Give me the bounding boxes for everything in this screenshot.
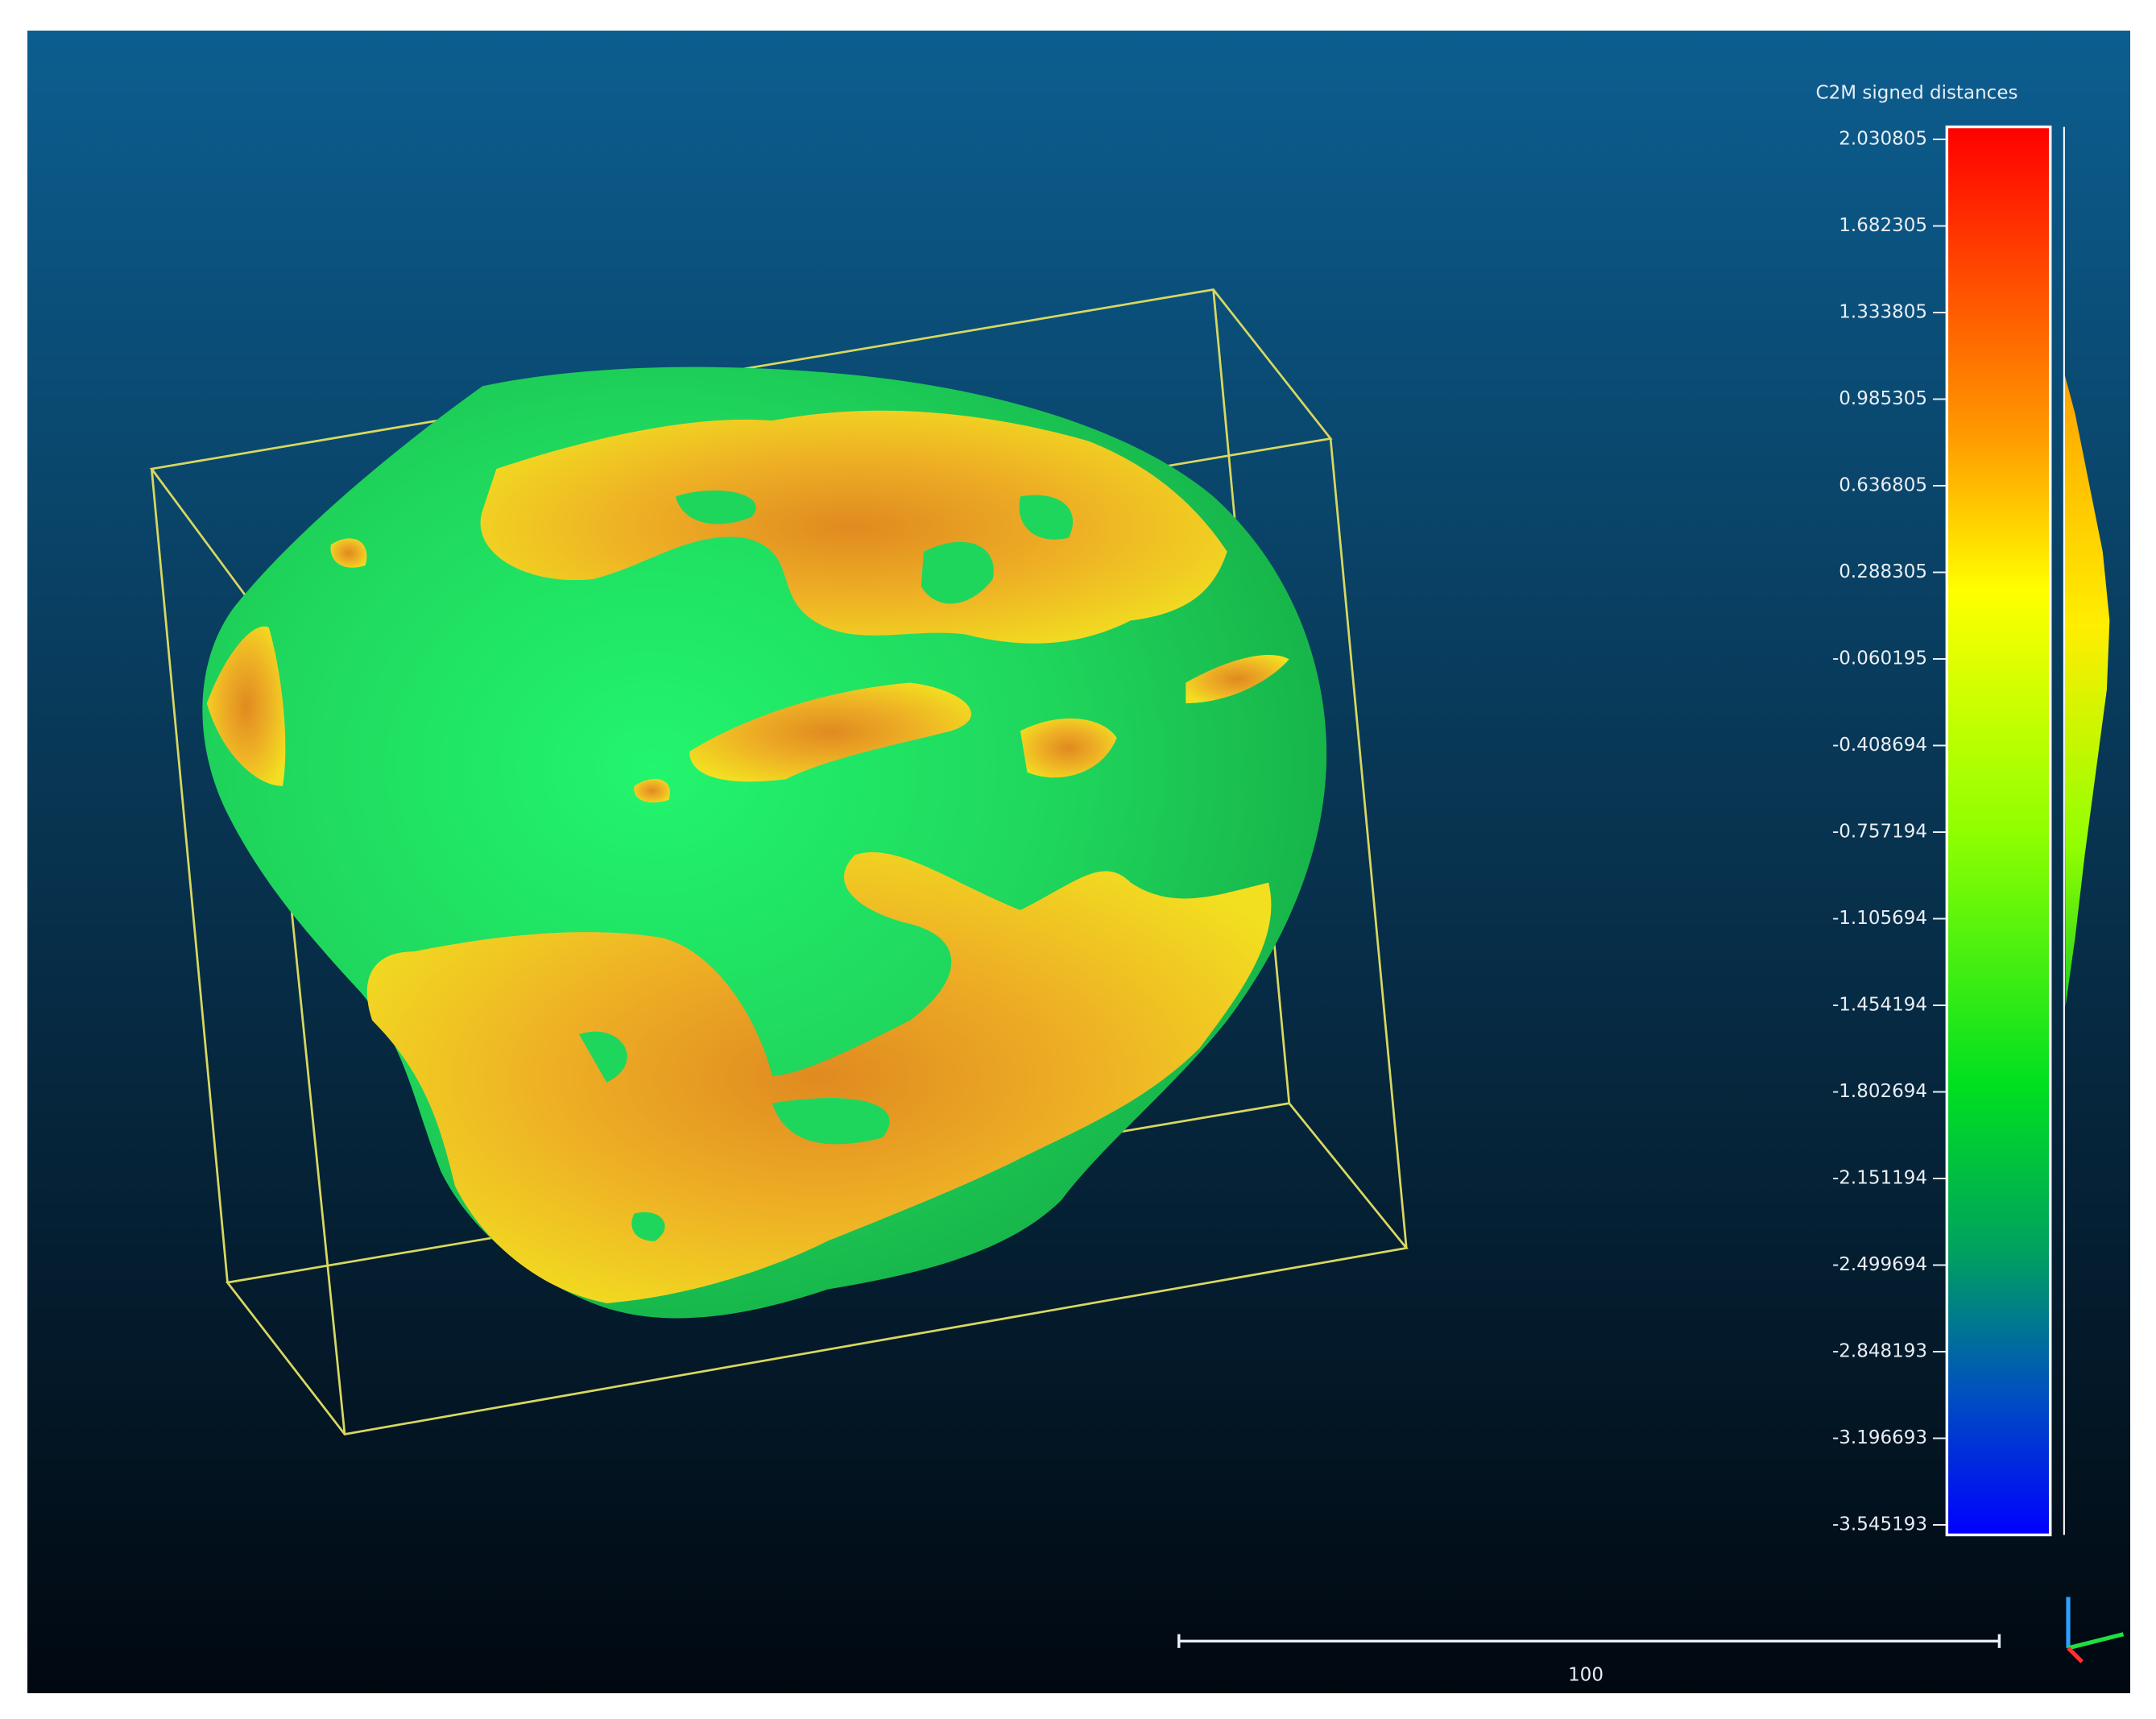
- scale-tick-label: 0.636805: [1839, 475, 1927, 496]
- scale-tick-label: 0.288305: [1839, 561, 1927, 582]
- color-scale-bar: [1945, 125, 2052, 1537]
- deviation-patches: [206, 410, 1289, 1303]
- scale-tick-label: -2.151194: [1832, 1168, 1927, 1189]
- scale-tick-label: -0.060195: [1832, 648, 1927, 669]
- scale-title: C2M signed distances: [1816, 83, 2018, 104]
- mesh: [149, 125, 2125, 1663]
- scale-tick-label: -0.757194: [1832, 822, 1927, 843]
- mesh-holes: [579, 490, 1074, 1241]
- axis-trihedron: [2066, 1597, 2125, 1663]
- scale-tick-label: -2.848193: [1832, 1341, 1927, 1362]
- scale-tick-label: -1.105694: [1832, 908, 1927, 929]
- scale-bar-label: 100: [1568, 1665, 1604, 1686]
- scale-tick-label: 0.985305: [1839, 388, 1927, 409]
- scale-tick-label: -3.196693: [1832, 1427, 1927, 1448]
- scale-tick-label: 2.030805: [1839, 129, 1927, 150]
- labels: C2M signed distances 100 2.030805 1.68230…: [1568, 83, 2017, 1686]
- scale-tick-label: -1.454194: [1832, 995, 1927, 1016]
- scale-tick-label: -3.545193: [1832, 1514, 1927, 1535]
- scale-tick-label: -1.802694: [1832, 1081, 1927, 1102]
- scale-tick-label: 1.682305: [1839, 215, 1927, 236]
- scale-tick-label: -0.408694: [1832, 735, 1927, 756]
- scale-tick-label: 1.333805: [1839, 302, 1927, 323]
- histogram: [2063, 372, 2110, 1007]
- scale-tick-label: -2.499694: [1832, 1254, 1927, 1275]
